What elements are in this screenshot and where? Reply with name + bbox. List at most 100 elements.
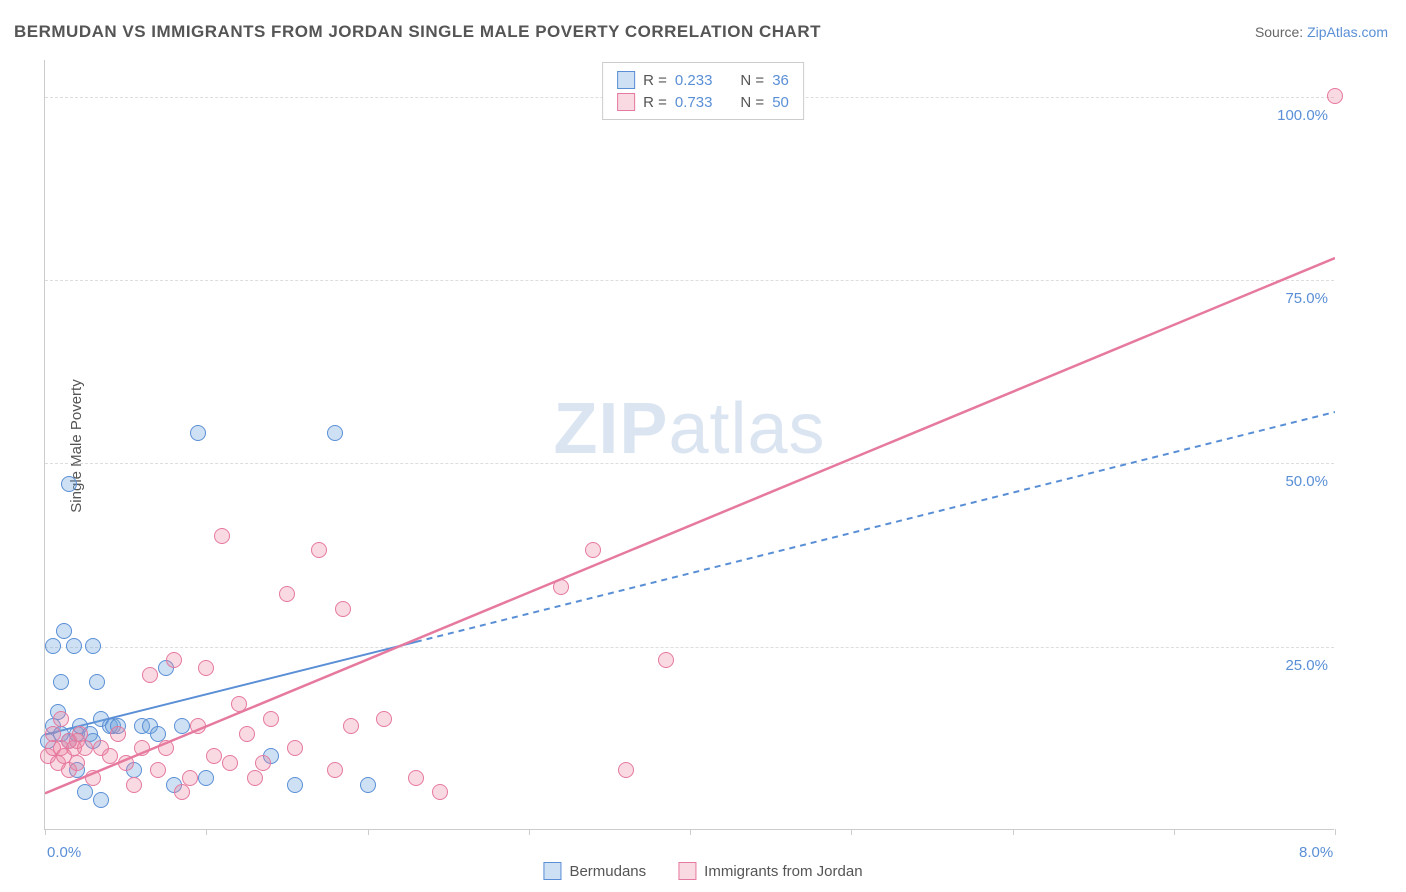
data-point [263, 711, 279, 727]
data-point [198, 770, 214, 786]
data-point [69, 755, 85, 771]
x-tick [529, 829, 530, 835]
data-point [89, 674, 105, 690]
stats-legend: R = 0.233 N = 36 R = 0.733 N = 50 [602, 62, 804, 120]
n-value: 50 [772, 94, 789, 111]
x-tick [690, 829, 691, 835]
x-tick-label: 0.0% [47, 844, 81, 861]
data-point [222, 755, 238, 771]
x-tick [368, 829, 369, 835]
data-point [553, 579, 569, 595]
data-point [214, 528, 230, 544]
data-point [182, 770, 198, 786]
x-tick-label: 8.0% [1299, 844, 1333, 861]
source-attribution: Source: ZipAtlas.com [1255, 24, 1388, 40]
data-point [1327, 88, 1343, 104]
data-point [239, 726, 255, 742]
n-value: 36 [772, 72, 789, 89]
data-point [56, 623, 72, 639]
data-point [327, 762, 343, 778]
n-label: N = [740, 72, 764, 89]
data-point [53, 711, 69, 727]
data-point [110, 726, 126, 742]
data-point [166, 652, 182, 668]
r-label: R = [643, 94, 667, 111]
r-value: 0.733 [675, 94, 713, 111]
data-point [66, 638, 82, 654]
data-point [231, 696, 247, 712]
legend-item: Immigrants from Jordan [678, 862, 862, 880]
data-point [432, 784, 448, 800]
x-tick [851, 829, 852, 835]
legend-swatch [678, 862, 696, 880]
data-point [311, 542, 327, 558]
chart-container: BERMUDAN VS IMMIGRANTS FROM JORDAN SINGL… [0, 0, 1406, 892]
legend-item: Bermudans [543, 862, 646, 880]
data-point [287, 740, 303, 756]
gridline [45, 280, 1334, 281]
data-point [376, 711, 392, 727]
x-tick [45, 829, 46, 835]
watermark: ZIPatlas [553, 388, 825, 470]
plot-area: ZIPatlas 25.0%50.0%75.0%100.0%0.0%8.0% [44, 60, 1334, 830]
legend-label: Immigrants from Jordan [704, 863, 862, 880]
data-point [343, 718, 359, 734]
x-tick [1335, 829, 1336, 835]
data-point [45, 638, 61, 654]
data-point [150, 726, 166, 742]
data-point [174, 784, 190, 800]
legend-swatch [543, 862, 561, 880]
series-legend: Bermudans Immigrants from Jordan [543, 862, 862, 880]
data-point [72, 726, 88, 742]
data-point [658, 652, 674, 668]
y-tick-label: 75.0% [1285, 290, 1328, 307]
r-value: 0.233 [675, 72, 713, 89]
data-point [408, 770, 424, 786]
data-point [85, 638, 101, 654]
source-value: ZipAtlas.com [1307, 24, 1388, 40]
data-point [134, 740, 150, 756]
data-point [287, 777, 303, 793]
data-point [618, 762, 634, 778]
gridline [45, 647, 1334, 648]
x-tick [1013, 829, 1014, 835]
data-point [206, 748, 222, 764]
watermark-bold: ZIP [553, 389, 668, 469]
r-label: R = [643, 72, 667, 89]
data-point [158, 740, 174, 756]
source-label: Source: [1255, 24, 1307, 40]
n-label: N = [740, 94, 764, 111]
gridline [45, 463, 1334, 464]
data-point [45, 726, 61, 742]
data-point [174, 718, 190, 734]
data-point [247, 770, 263, 786]
data-point [77, 784, 93, 800]
data-point [150, 762, 166, 778]
x-tick [206, 829, 207, 835]
legend-label: Bermudans [569, 863, 646, 880]
data-point [335, 601, 351, 617]
stats-row: R = 0.233 N = 36 [617, 69, 789, 91]
data-point [93, 792, 109, 808]
watermark-light: atlas [668, 389, 825, 469]
data-point [360, 777, 376, 793]
chart-title: BERMUDAN VS IMMIGRANTS FROM JORDAN SINGL… [14, 22, 821, 42]
data-point [77, 740, 93, 756]
data-point [198, 660, 214, 676]
y-tick-label: 50.0% [1285, 473, 1328, 490]
data-point [255, 755, 271, 771]
y-tick-label: 100.0% [1277, 107, 1328, 124]
stats-row: R = 0.733 N = 50 [617, 91, 789, 113]
data-point [85, 770, 101, 786]
data-point [61, 476, 77, 492]
data-point [190, 425, 206, 441]
data-point [118, 755, 134, 771]
data-point [585, 542, 601, 558]
data-point [142, 667, 158, 683]
data-point [327, 425, 343, 441]
y-tick-label: 25.0% [1285, 657, 1328, 674]
data-point [279, 586, 295, 602]
data-point [53, 674, 69, 690]
x-tick [1174, 829, 1175, 835]
legend-swatch [617, 93, 635, 111]
